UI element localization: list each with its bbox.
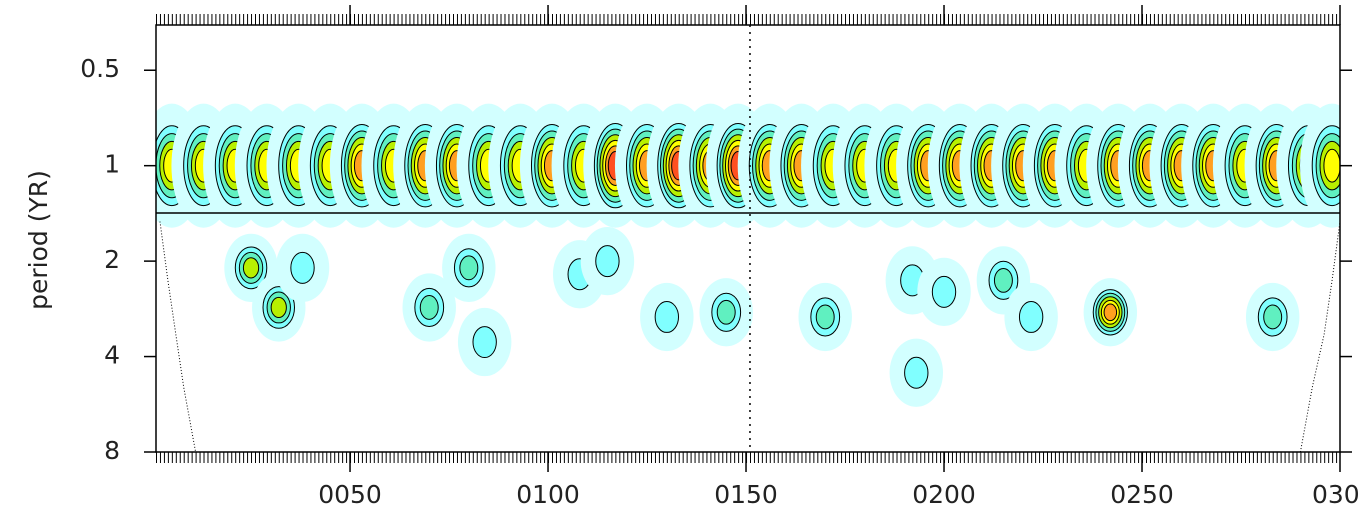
y-axis-label: period (YR) xyxy=(24,170,53,310)
y-tick-label: 1 xyxy=(104,150,120,179)
contour-level xyxy=(1263,304,1283,330)
contour-level xyxy=(993,267,1013,293)
contour-level xyxy=(595,245,620,278)
minor-ticks-top xyxy=(156,14,1340,25)
x-tick-label: 030 xyxy=(1312,480,1358,509)
y-tick-label: 8 xyxy=(104,436,120,465)
plot-frame xyxy=(155,24,1341,453)
x-tick-label: 0250 xyxy=(1110,480,1174,509)
contour-level xyxy=(931,275,957,308)
x-tick-label: 0200 xyxy=(912,480,976,509)
cone-of-influence xyxy=(159,221,197,453)
cone-of-influence xyxy=(1299,221,1341,453)
contour-level xyxy=(904,356,929,389)
contour-level xyxy=(290,251,315,284)
contour-level xyxy=(419,295,439,320)
contour-level xyxy=(1018,300,1044,333)
x-tick-label: 0150 xyxy=(714,480,778,509)
x-tick-label: 0100 xyxy=(516,480,580,509)
x-tick-label: 0050 xyxy=(318,480,382,509)
y-tick-label: 2 xyxy=(104,245,120,274)
contour-level xyxy=(242,257,260,279)
y-tick-label: 4 xyxy=(104,341,120,370)
contour-level xyxy=(654,300,680,333)
power-field xyxy=(156,103,1340,407)
minor-ticks-bottom xyxy=(156,452,1340,463)
contour-level xyxy=(1103,303,1118,322)
contour-level xyxy=(472,326,497,359)
contour-level xyxy=(459,255,479,281)
contour-level xyxy=(716,299,736,325)
contour-level xyxy=(270,296,287,319)
y-tick-label: 0.5 xyxy=(80,54,120,83)
contour-level xyxy=(815,304,835,330)
contour-level xyxy=(1323,148,1340,183)
